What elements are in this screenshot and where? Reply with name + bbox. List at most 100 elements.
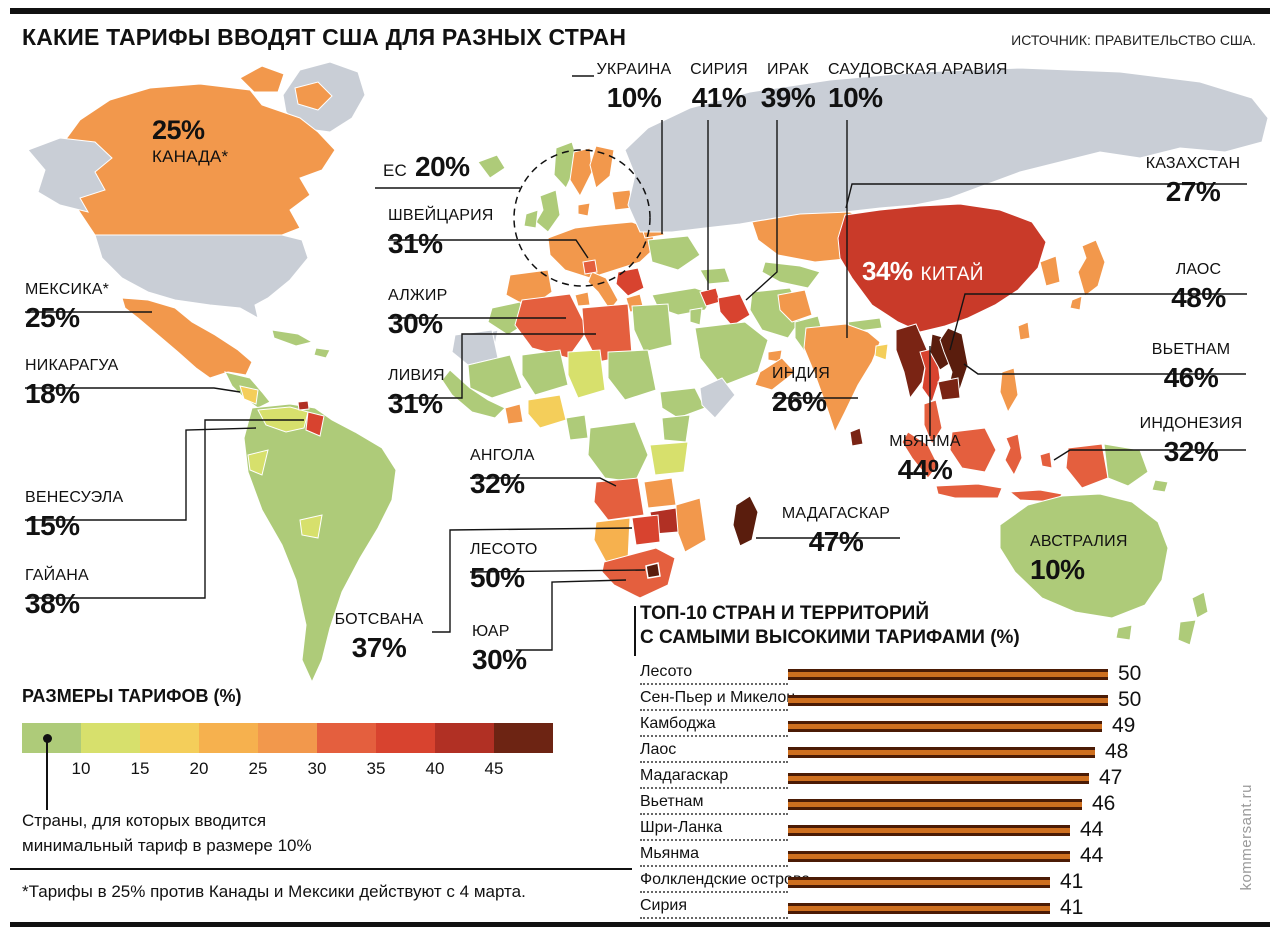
map-region bbox=[25, 427, 257, 521]
country-name: АВСТРАЛИЯ bbox=[1030, 533, 1128, 550]
country-name: ВЬЕТНАМ bbox=[1151, 341, 1231, 358]
footnote: *Тарифы в 25% против Канады и Мексики де… bbox=[22, 882, 526, 901]
map-indonesia-papua bbox=[1065, 443, 1109, 489]
legend-swatch bbox=[494, 723, 553, 753]
europe-highlight-circle bbox=[513, 149, 651, 287]
top-rule bbox=[10, 8, 1270, 14]
map-region bbox=[516, 579, 627, 651]
map-indonesia-sumatra bbox=[901, 431, 939, 479]
map-malaysia bbox=[923, 399, 943, 446]
map-label-china: 34% КИТАЙ bbox=[862, 257, 984, 285]
country-name: МАДАГАСКАР bbox=[781, 505, 891, 522]
map-finland bbox=[589, 145, 615, 189]
tariff-value: 26% bbox=[772, 385, 827, 417]
map-namibia bbox=[593, 517, 631, 563]
tariff-value: 20% bbox=[415, 151, 470, 182]
country-name: УКРАИНА bbox=[596, 61, 672, 78]
country-name: КАЗАХСТАН bbox=[1145, 155, 1241, 172]
map-indonesia-borneo bbox=[949, 427, 997, 473]
map-mozambique bbox=[675, 497, 707, 553]
leader-lines bbox=[25, 75, 1247, 651]
tariff-value: 31% bbox=[388, 227, 443, 259]
chart-row: Лаос 48 bbox=[640, 738, 1244, 764]
country-name: АНГОЛА bbox=[470, 447, 535, 464]
chart-row-value: 41 bbox=[1060, 895, 1084, 919]
map-label-vietnam: ВЬЕТНАМ 46% bbox=[1136, 341, 1246, 392]
legend-min-dot bbox=[43, 734, 52, 743]
map-canada-islands bbox=[239, 65, 285, 93]
map-label-myanmar: МЬЯНМА 44% bbox=[866, 433, 984, 484]
map-australia bbox=[999, 493, 1169, 619]
chart-row-bar bbox=[788, 694, 1108, 706]
map-switzerland bbox=[582, 259, 598, 275]
legend-swatch bbox=[435, 723, 494, 753]
map-kenya bbox=[661, 414, 691, 443]
tariff-value: 25% bbox=[152, 115, 205, 145]
country-name: ИРАК bbox=[767, 61, 809, 78]
map-uk bbox=[535, 189, 561, 233]
tariff-value: 15% bbox=[25, 509, 80, 541]
legend-swatch bbox=[140, 723, 199, 753]
map-peru bbox=[247, 449, 269, 476]
map-central-asia bbox=[761, 261, 821, 289]
tariff-value: 48% bbox=[1171, 281, 1226, 313]
tariff-value: 37% bbox=[351, 631, 407, 663]
country-name: КАНАДА* bbox=[152, 147, 229, 167]
map-bolivia bbox=[299, 514, 323, 539]
map-region bbox=[470, 477, 617, 487]
map-balkans bbox=[615, 267, 645, 297]
map-niger bbox=[521, 349, 569, 396]
legend-min-dot-line bbox=[46, 742, 48, 810]
chart-row-bar bbox=[788, 720, 1102, 732]
map-south-africa bbox=[601, 547, 676, 599]
bottom-rule bbox=[10, 922, 1270, 927]
map-levant bbox=[689, 307, 703, 326]
map-label-nicaragua: НИКАРАГУА 18% bbox=[25, 357, 119, 409]
country-name: ЕС bbox=[383, 161, 408, 180]
tariff-value: 30% bbox=[472, 643, 527, 675]
legend-tick: 45 bbox=[484, 759, 504, 778]
watermark: kommersant.ru bbox=[1238, 784, 1255, 891]
map-botswana bbox=[631, 514, 661, 546]
map-chad bbox=[567, 349, 606, 399]
map-region bbox=[469, 569, 646, 573]
map-label-eu: ЕС 20% bbox=[383, 151, 470, 182]
map-label-kazakhstan: КАЗАХСТАН 27% bbox=[1138, 155, 1248, 206]
map-label-laos: ЛАОС 48% bbox=[1150, 261, 1247, 313]
legend-swatch bbox=[199, 723, 258, 753]
country-name: ИНДОНЕЗИЯ bbox=[1139, 415, 1243, 432]
chart-row: Лесото 50 bbox=[640, 660, 1244, 686]
tariff-value: 50% bbox=[470, 561, 525, 593]
map-china bbox=[837, 203, 1047, 333]
map-sudan bbox=[607, 349, 657, 401]
map-usa bbox=[94, 234, 309, 319]
country-name: КИТАЙ bbox=[920, 264, 984, 285]
chart-row-value: 47 bbox=[1099, 765, 1123, 789]
chart-row-value: 49 bbox=[1112, 713, 1136, 737]
map-label-south-africa: ЮАР 30% bbox=[472, 623, 527, 675]
map-label-saudi-arabia: САУДОВСКАЯ АРАВИЯ 10% bbox=[828, 61, 1038, 112]
chart-row-value: 46 bbox=[1092, 791, 1116, 815]
chart-row-label: Лаос bbox=[640, 740, 788, 763]
map-region bbox=[388, 333, 596, 399]
legend-tick: 15 bbox=[130, 759, 150, 778]
chart-row: Сен-Пьер и Микелон 50 bbox=[640, 686, 1244, 712]
map-tanzania bbox=[649, 441, 689, 476]
map-taiwan bbox=[1017, 321, 1031, 341]
map-region bbox=[432, 527, 633, 633]
chart-row-label: Лесото bbox=[640, 662, 788, 685]
chart-row: Шри-Ланка 44 bbox=[640, 816, 1244, 842]
chart-row-label: Сен-Пьер и Микелон bbox=[640, 688, 795, 711]
map-label-lesotho: ЛЕСОТО 50% bbox=[470, 541, 538, 593]
page-title: КАКИЕ ТАРИФЫ ВВОДЯТ США ДЛЯ РАЗНЫХ СТРАН bbox=[22, 24, 627, 50]
map-label-mexico: МЕКСИКА* 25% bbox=[25, 281, 109, 332]
chart-row: Фолклендские острова 41 bbox=[640, 868, 1244, 894]
country-name: ИНДИЯ bbox=[772, 365, 830, 382]
map-new-zealand bbox=[1191, 591, 1209, 619]
map-region bbox=[845, 183, 1247, 209]
map-cambodia bbox=[937, 377, 961, 401]
chart-title-line1: ТОП-10 СТРАН И ТЕРРИТОРИЙ bbox=[640, 603, 929, 624]
tariff-value: 18% bbox=[25, 377, 80, 409]
legend-tick: 25 bbox=[248, 759, 268, 778]
